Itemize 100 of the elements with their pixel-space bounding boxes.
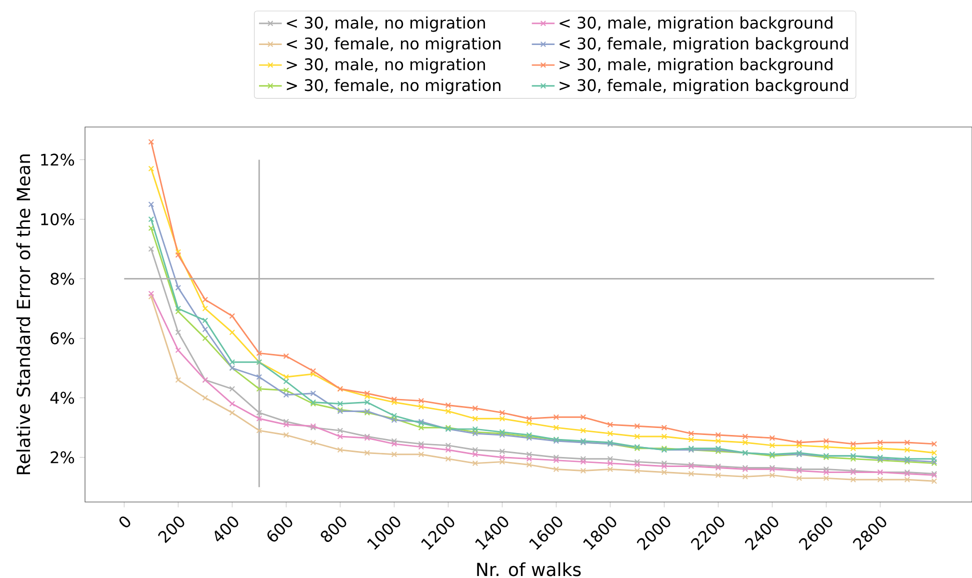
point (526, 420, 532, 426)
point (202, 326, 208, 332)
point (175, 252, 182, 258)
legend-label: < 30, female, no migration (286, 37, 500, 53)
y-tick-label: 10% (41, 213, 74, 226)
point (472, 405, 478, 412)
point (283, 392, 290, 398)
point (229, 400, 236, 407)
point (661, 460, 668, 466)
point (391, 396, 398, 402)
point (472, 460, 478, 466)
legend-label: < 30, male, no migration (286, 16, 485, 32)
point (823, 475, 830, 482)
point (202, 306, 208, 312)
point (283, 432, 290, 438)
point (526, 456, 532, 462)
point (148, 201, 154, 208)
point (661, 424, 668, 430)
point (148, 138, 154, 145)
point (364, 450, 370, 456)
point (202, 394, 208, 401)
point (904, 447, 910, 453)
x-tick-label: 400 (214, 516, 238, 542)
point (742, 434, 748, 440)
point (229, 359, 236, 365)
point (418, 441, 424, 447)
point (769, 442, 776, 448)
point (472, 447, 478, 453)
point (553, 457, 560, 464)
point (877, 440, 884, 446)
point (580, 458, 586, 465)
point (553, 466, 560, 472)
point (796, 440, 802, 446)
point (337, 434, 344, 440)
point (256, 428, 262, 434)
point (607, 466, 614, 472)
point (337, 447, 344, 453)
point (202, 335, 208, 342)
point (688, 470, 694, 477)
point (850, 476, 856, 483)
point (175, 306, 182, 312)
point (472, 451, 478, 458)
point (634, 458, 640, 465)
point (499, 454, 506, 460)
point (445, 456, 452, 462)
y-tick-label: 6% (50, 332, 74, 344)
point (148, 246, 154, 252)
point (418, 404, 424, 410)
legend-label: < 30, female, migration background (560, 37, 848, 53)
point (634, 468, 640, 474)
y-tick-label: 2% (50, 451, 74, 464)
point (850, 441, 856, 447)
point (391, 451, 398, 458)
point (391, 441, 398, 447)
point (337, 400, 344, 407)
point (337, 428, 344, 434)
point (634, 434, 640, 440)
point (472, 416, 478, 422)
point (931, 450, 938, 456)
point (391, 412, 398, 419)
point (256, 416, 262, 422)
point (823, 438, 830, 444)
point (526, 416, 532, 422)
point (310, 368, 316, 374)
legend-label: > 30, male, no migration (286, 58, 485, 74)
point (715, 432, 722, 438)
point (175, 308, 182, 314)
point (580, 428, 586, 434)
legend-label: > 30, female, migration background (560, 78, 848, 94)
point (148, 290, 154, 297)
point (148, 216, 154, 222)
point (283, 374, 290, 380)
point (904, 476, 910, 483)
point (850, 446, 856, 452)
x-tick-label: 200 (158, 516, 184, 544)
point (310, 390, 316, 396)
point (418, 398, 424, 404)
y-axis-title: Relative Standard Error of the Mean (16, 154, 30, 474)
point (283, 353, 290, 360)
point (256, 386, 262, 392)
point (796, 475, 802, 482)
point (661, 434, 668, 440)
point (364, 393, 370, 400)
point (580, 468, 586, 474)
point (391, 438, 398, 444)
point (472, 426, 478, 432)
x-tick-label: 0 (119, 516, 130, 528)
point (526, 462, 532, 468)
point (607, 422, 614, 428)
point (850, 456, 856, 462)
point (256, 350, 262, 356)
point (445, 408, 452, 414)
point (931, 441, 938, 447)
legend-label: < 30, male, migration background (560, 16, 832, 32)
point (607, 460, 614, 466)
point (202, 318, 208, 324)
point (553, 454, 560, 460)
point (229, 313, 236, 319)
point (661, 469, 668, 476)
point (229, 329, 236, 336)
